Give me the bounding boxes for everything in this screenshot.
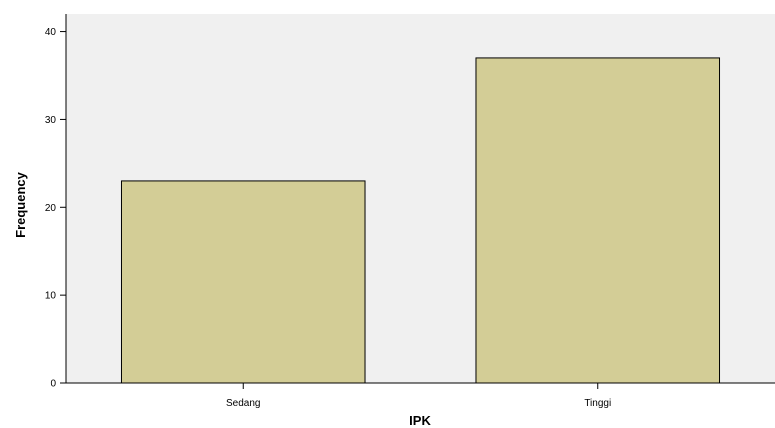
- bar-tinggi: [475, 57, 721, 384]
- x-tick-label: Tinggi: [584, 398, 611, 409]
- y-tick-label: 20: [45, 203, 57, 214]
- x-axis-title: IPK: [409, 413, 431, 428]
- y-tick-label: 10: [45, 291, 57, 302]
- y-tick-label: 0: [50, 379, 56, 390]
- y-ticks-group: 0 10 20 30 40: [45, 27, 66, 390]
- y-tick-label: 40: [45, 27, 57, 38]
- y-tick-label: 30: [45, 115, 57, 126]
- x-tick-label: Sedang: [226, 398, 260, 409]
- bar-sedang: [120, 180, 366, 384]
- y-axis-title: Frequency: [13, 171, 28, 238]
- x-ticks-group: Sedang Tinggi: [226, 383, 611, 409]
- bars-group: [120, 57, 721, 384]
